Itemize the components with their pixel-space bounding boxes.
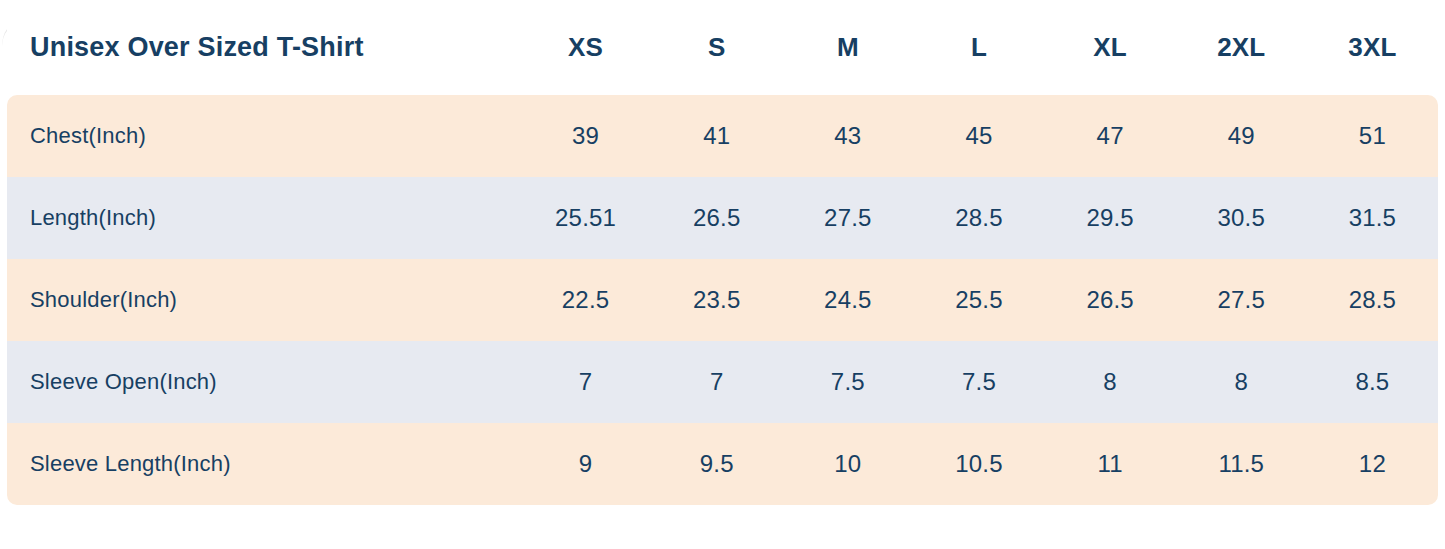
cell-value: 7: [520, 368, 651, 396]
size-col-header-3xl: 3XL: [1307, 32, 1438, 63]
cell-value: 7.5: [782, 368, 913, 396]
cell-value: 25.5: [913, 286, 1044, 314]
size-col-header-l: L: [913, 32, 1044, 63]
table-row-shoulder: Shoulder(Inch) 22.5 23.5 24.5 25.5 26.5 …: [7, 259, 1438, 341]
size-col-header-2xl: 2XL: [1176, 32, 1307, 63]
cell-value: 22.5: [520, 286, 651, 314]
row-label: Length(Inch): [7, 205, 520, 231]
cell-value: 11.5: [1176, 450, 1307, 478]
cell-value: 10.5: [913, 450, 1044, 478]
table-row-length: Length(Inch) 25.51 26.5 27.5 28.5 29.5 3…: [7, 177, 1438, 259]
cell-value: 51: [1307, 122, 1438, 150]
cell-value: 8: [1176, 368, 1307, 396]
row-label: Shoulder(Inch): [7, 287, 520, 313]
cell-value: 28.5: [1307, 286, 1438, 314]
cell-value: 8.5: [1307, 368, 1438, 396]
row-label: Sleeve Open(Inch): [7, 369, 520, 395]
cell-value: 28.5: [913, 204, 1044, 232]
row-label: Sleeve Length(Inch): [7, 451, 520, 477]
cell-value: 29.5: [1045, 204, 1176, 232]
size-chart-table: Unisex Over Sized T-Shirt XS S M L XL 2X…: [7, 0, 1438, 505]
cell-value: 47: [1045, 122, 1176, 150]
size-col-header-xl: XL: [1045, 32, 1176, 63]
page-title: Unisex Over Sized T-Shirt: [7, 32, 520, 63]
cell-value: 27.5: [782, 204, 913, 232]
cell-value: 12: [1307, 450, 1438, 478]
cell-value: 26.5: [1045, 286, 1176, 314]
table-row-sleeve-length: Sleeve Length(Inch) 9 9.5 10 10.5 11 11.…: [7, 423, 1438, 505]
cell-value: 49: [1176, 122, 1307, 150]
cell-value: 24.5: [782, 286, 913, 314]
cell-value: 31.5: [1307, 204, 1438, 232]
table-body: Chest(Inch) 39 41 43 45 47 49 51 Length(…: [7, 95, 1438, 505]
size-col-header-m: M: [782, 32, 913, 63]
size-col-header-xs: XS: [520, 32, 651, 63]
cell-value: 9: [520, 450, 651, 478]
cell-value: 10: [782, 450, 913, 478]
cell-value: 27.5: [1176, 286, 1307, 314]
cell-value: 39: [520, 122, 651, 150]
table-header-row: Unisex Over Sized T-Shirt XS S M L XL 2X…: [7, 0, 1438, 95]
cell-value: 43: [782, 122, 913, 150]
size-chart-card: Unisex Over Sized T-Shirt XS S M L XL 2X…: [0, 0, 1445, 549]
cell-value: 8: [1045, 368, 1176, 396]
cell-value: 7.5: [913, 368, 1044, 396]
table-row-chest: Chest(Inch) 39 41 43 45 47 49 51: [7, 95, 1438, 177]
cell-value: 30.5: [1176, 204, 1307, 232]
size-col-header-s: S: [651, 32, 782, 63]
cell-value: 9.5: [651, 450, 782, 478]
table-row-sleeve-open: Sleeve Open(Inch) 7 7 7.5 7.5 8 8 8.5: [7, 341, 1438, 423]
cell-value: 25.51: [520, 204, 651, 232]
cell-value: 23.5: [651, 286, 782, 314]
cell-value: 26.5: [651, 204, 782, 232]
cell-value: 45: [913, 122, 1044, 150]
cell-value: 41: [651, 122, 782, 150]
cell-value: 11: [1045, 450, 1176, 478]
row-label: Chest(Inch): [7, 123, 520, 149]
cell-value: 7: [651, 368, 782, 396]
